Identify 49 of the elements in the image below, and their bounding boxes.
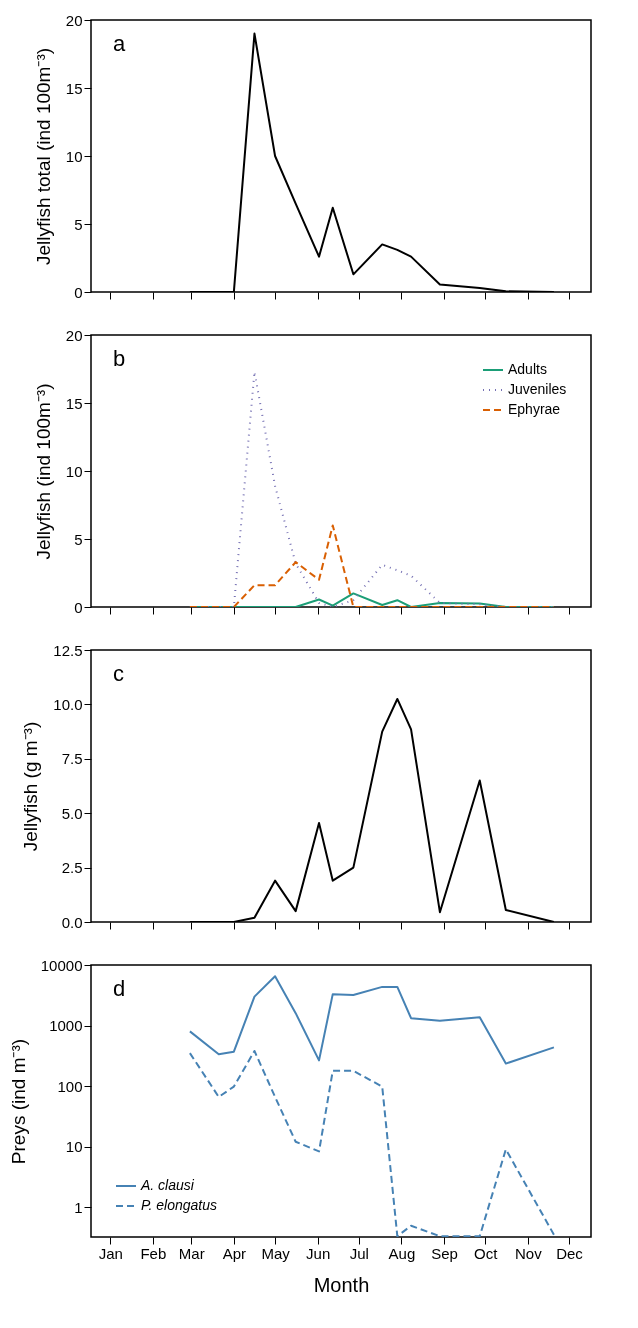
legend-label: A. clausi [140,1177,195,1193]
y-tick-label: 5 [74,215,83,233]
legend-label: Ephyrae [508,401,561,417]
y-tick-label: 20 [65,11,83,29]
x-tick-label: Jun [306,1244,331,1262]
x-tick-label: Jan [98,1244,123,1262]
x-tick-label: Sep [431,1244,458,1262]
x-tick-label: Dec [556,1244,584,1262]
legend-label: Juveniles [508,381,567,397]
x-tick-label: May [261,1244,291,1262]
y-tick-label: 0 [74,598,83,616]
x-tick-label: Nov [514,1244,543,1262]
y-tick-label: 10.0 [53,695,83,713]
annotation: d [113,976,126,1001]
legend-label: Adults [508,361,547,377]
x-tick-label: Aug [388,1244,416,1262]
x-tick-label: Jul [349,1244,369,1262]
y-tick-label: 12.5 [53,641,83,659]
y-tick-label: 1 [74,1198,83,1216]
y-tick-label: 10 [65,1138,83,1156]
y-tick-label: 10 [65,147,83,165]
y-axis-title: Jellyfish (ind 100m⁻³) [32,383,54,560]
y-tick-label: 5 [74,530,83,548]
x-tick-label: Mar [178,1244,205,1262]
y-tick-label: 10000 [40,956,83,974]
x-tick-label: Feb [140,1244,167,1262]
y-tick-label: 5.0 [61,804,83,822]
y-axis-title: Jellyfish (g m⁻³) [20,721,42,852]
y-tick-label: 20 [65,326,83,344]
x-tick-label: Oct [474,1244,499,1262]
y-axis-title: Preys (ind m⁻³) [7,1038,29,1165]
line-series [188,975,555,1065]
annotation: c [113,661,124,686]
y-tick-label: 0.0 [61,913,83,931]
x-tick-label: Apr [222,1244,247,1262]
line-series [188,524,555,607]
y-tick-label: 15 [65,79,83,97]
legend-label: P. elongatus [141,1197,218,1213]
y-tick-label: 2.5 [61,859,83,877]
y-tick-label: 7.5 [61,750,83,768]
y-axis-title: Jellyfish total (ind 100m⁻³) [32,47,54,266]
y-tick-label: 0 [74,283,83,301]
y-tick-label: 1000 [49,1017,83,1035]
y-tick-label: 10 [65,462,83,480]
annotation: a [113,31,126,56]
annotation: b [113,346,126,371]
y-tick-label: 100 [57,1077,83,1095]
x-axis-title: Month [313,1273,370,1296]
y-tick-label: 15 [65,394,83,412]
